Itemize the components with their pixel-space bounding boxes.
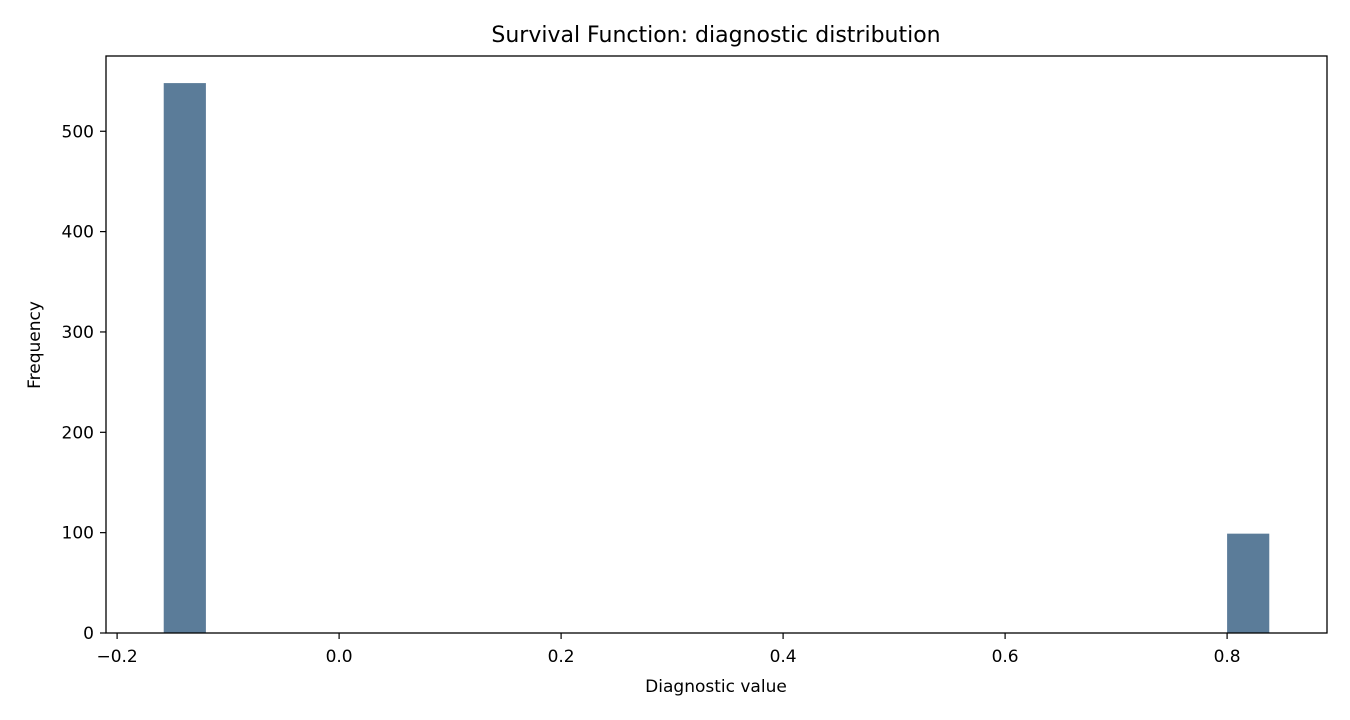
x-tick-label: −0.2 [96,647,137,667]
y-tick-label: 100 [62,524,94,544]
chart-title: Survival Function: diagnostic distributi… [491,23,940,48]
y-tick-label: 400 [62,223,94,243]
x-tick-label: 0.4 [770,647,797,667]
y-tick-label: 300 [62,323,94,343]
y-tick-label: 200 [62,423,94,443]
histogram-bar-0 [163,83,206,633]
x-axis-title: Diagnostic value [645,677,787,697]
y-axis-title: Frequency [25,301,45,389]
y-tick-label: 500 [62,122,94,142]
plot-frame [105,55,1328,634]
histogram-bar-1 [1227,533,1270,633]
x-axis: −0.2 0.0 0.2 0.4 0.6 0.8 [96,633,1241,667]
bars-layer [163,83,1270,633]
x-tick-label: 0.6 [992,647,1019,667]
x-tick-label: 0.8 [1214,647,1241,667]
y-axis: 0 100 200 300 400 500 [62,122,106,644]
x-tick-label: 0.0 [326,647,353,667]
y-tick-label: 0 [83,624,94,644]
x-tick-label: 0.2 [548,647,575,667]
